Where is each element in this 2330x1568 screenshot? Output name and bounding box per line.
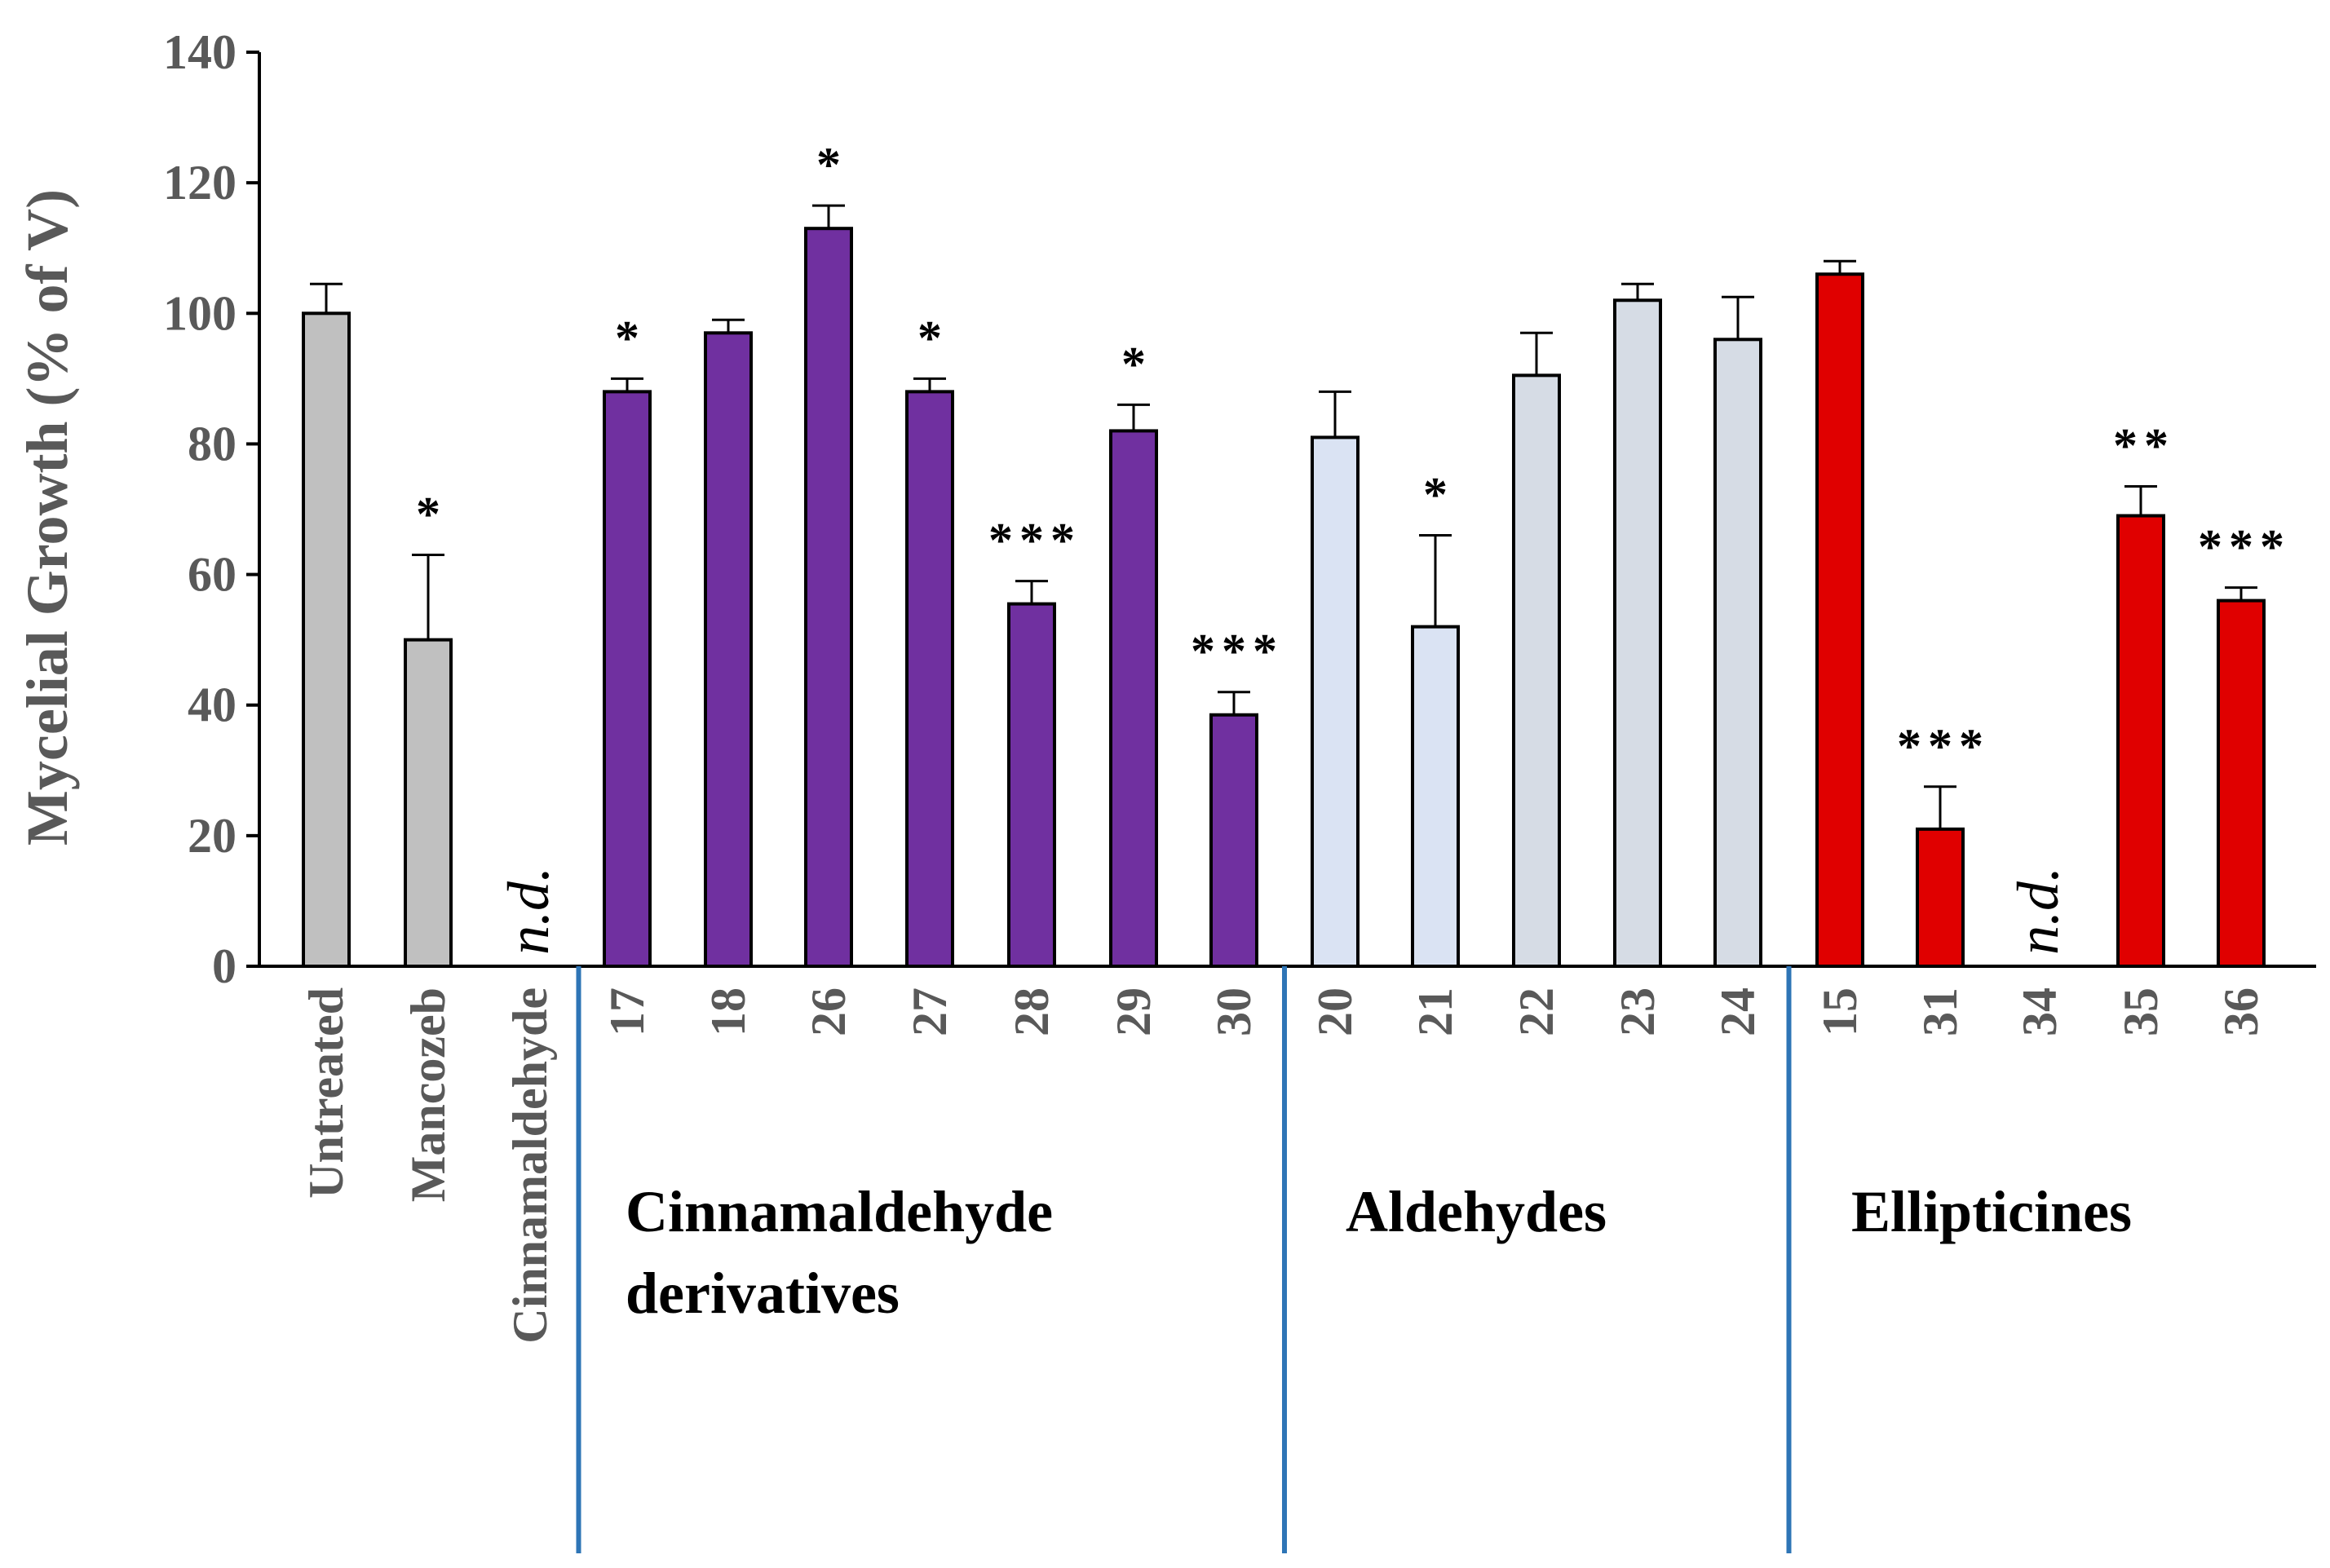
group-label: Ellipticines <box>1851 1179 2132 1244</box>
category-label: 26 <box>802 987 856 1036</box>
significance-label: *** <box>988 514 1081 568</box>
category-label: 27 <box>903 987 957 1036</box>
y-tick-label: 40 <box>188 678 237 732</box>
category-label: 21 <box>1408 987 1462 1036</box>
category-label: 29 <box>1107 987 1161 1036</box>
category-label: Cinnamaldehyde <box>503 987 557 1344</box>
significance-label: * <box>1423 468 1454 522</box>
category-label: 18 <box>701 987 755 1036</box>
category-label: Untreated <box>299 987 353 1199</box>
category-label: 17 <box>600 987 654 1036</box>
error-bars <box>310 204 2257 829</box>
not-determined-label: n.d. <box>496 867 561 955</box>
group-label: derivatives <box>626 1261 900 1326</box>
bar[interactable] <box>905 390 954 969</box>
significance-label: *** <box>1191 625 1284 678</box>
significance-label: *** <box>1897 719 1990 773</box>
group-label: Aldehydes <box>1346 1179 1607 1244</box>
bar[interactable] <box>1007 602 1056 968</box>
bar[interactable] <box>1109 429 1158 968</box>
bar[interactable] <box>1713 338 1762 969</box>
bar[interactable] <box>1209 713 1258 968</box>
y-tick-label: 100 <box>163 286 237 340</box>
group-label: Cinnamaldehyde <box>626 1179 1053 1244</box>
bar[interactable] <box>1512 373 1561 968</box>
bars <box>302 227 2266 969</box>
y-tick-label: 80 <box>188 417 237 470</box>
bar[interactable] <box>1815 272 1864 968</box>
category-label: 35 <box>2114 987 2168 1036</box>
category-label: 20 <box>1308 987 1362 1036</box>
y-tick-label: 0 <box>212 939 237 993</box>
category-label: 15 <box>1813 987 1867 1036</box>
y-tick-label: 20 <box>188 809 237 863</box>
y-tick-label: 120 <box>163 156 237 210</box>
axes: 0 20 40 60 80 100 120 140 <box>163 25 2316 1553</box>
significance-label: * <box>615 311 646 364</box>
significance-label: * <box>917 311 948 364</box>
labels: Mycelial Growth (% of V) Untreated * Mancoz… <box>15 138 2291 1344</box>
category-label: 24 <box>1711 987 1765 1036</box>
category-label: 23 <box>1611 987 1665 1036</box>
category-label: 34 <box>2013 987 2067 1036</box>
bar[interactable] <box>603 390 652 969</box>
category-label: 31 <box>1913 987 1967 1036</box>
y-tick-label: 140 <box>163 25 237 79</box>
bar[interactable] <box>1311 435 1360 968</box>
significance-label: * <box>416 488 447 541</box>
significance-label: ** <box>2113 418 2175 472</box>
category-label: 30 <box>1207 987 1261 1036</box>
bar[interactable] <box>704 331 753 968</box>
bar[interactable] <box>2217 598 2266 968</box>
bar[interactable] <box>804 227 853 968</box>
y-axis-title: Mycelial Growth (% of V) <box>15 189 80 846</box>
bar[interactable] <box>404 638 453 969</box>
y-tick-label: 60 <box>188 548 237 602</box>
category-label: 28 <box>1005 987 1059 1036</box>
bar[interactable] <box>302 311 351 968</box>
significance-label: *** <box>2198 520 2291 574</box>
category-label: Mancozeb <box>401 987 455 1202</box>
significance-label: * <box>1121 337 1152 391</box>
not-determined-label: n.d. <box>2005 867 2071 955</box>
bar[interactable] <box>1613 298 1662 968</box>
significance-label: * <box>816 138 847 192</box>
category-label: 36 <box>2214 987 2268 1036</box>
bar[interactable] <box>1411 625 1460 969</box>
category-label: 22 <box>1510 987 1563 1036</box>
bar[interactable] <box>1916 827 1965 968</box>
bar[interactable] <box>2116 514 2165 968</box>
